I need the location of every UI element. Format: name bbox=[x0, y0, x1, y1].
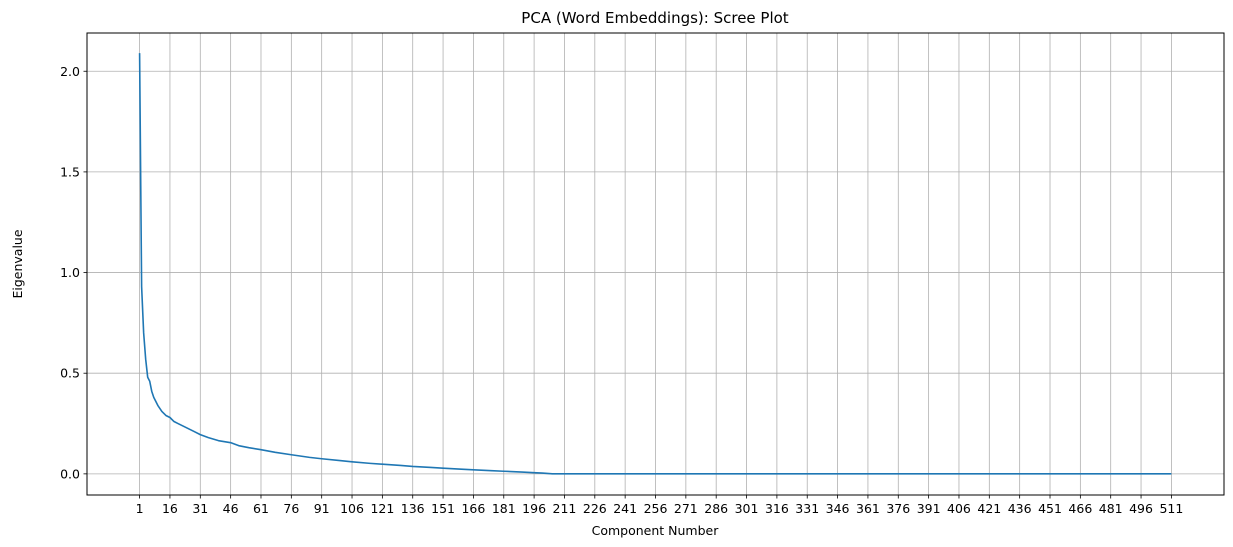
series-layer bbox=[138, 53, 1172, 475]
x-tick-label: 181 bbox=[492, 501, 516, 516]
x-tick-label: 511 bbox=[1159, 501, 1183, 516]
y-axis-ticks: 0.0 0.5 1.0 1.5 2.0 bbox=[60, 64, 87, 481]
x-tick-label: 391 bbox=[917, 501, 941, 516]
x-tick-label: 376 bbox=[886, 501, 910, 516]
x-tick-label: 226 bbox=[583, 501, 607, 516]
x-tick-label: 406 bbox=[947, 501, 971, 516]
x-tick-label: 31 bbox=[192, 501, 208, 516]
x-tick-label: 451 bbox=[1038, 501, 1062, 516]
y-axis-label: Eigenvalue bbox=[10, 229, 25, 298]
x-tick-label: 286 bbox=[704, 501, 728, 516]
x-axis-ticks: 1 16 31 46 61 76 91 106 121 136 151 166 181 196 211 226… bbox=[136, 495, 1183, 516]
x-tick-label: 316 bbox=[765, 501, 789, 516]
x-tick-label: 331 bbox=[795, 501, 819, 516]
x-tick-label: 241 bbox=[613, 501, 637, 516]
x-tick-label: 136 bbox=[401, 501, 425, 516]
x-tick-label: 256 bbox=[644, 501, 668, 516]
x-tick-label: 361 bbox=[856, 501, 880, 516]
y-tick-label: 1.5 bbox=[60, 164, 80, 179]
x-tick-label: 196 bbox=[522, 501, 546, 516]
y-tick-label: 0.5 bbox=[60, 366, 80, 381]
y-tick-label: 1.0 bbox=[60, 265, 80, 280]
x-tick-label: 151 bbox=[431, 501, 455, 516]
x-tick-label: 46 bbox=[223, 501, 239, 516]
x-tick-label: 61 bbox=[253, 501, 269, 516]
x-tick-label: 301 bbox=[735, 501, 759, 516]
x-axis-label: Component Number bbox=[592, 523, 720, 538]
x-tick-label: 121 bbox=[370, 501, 394, 516]
x-tick-label: 346 bbox=[826, 501, 850, 516]
chart-title: PCA (Word Embeddings): Scree Plot bbox=[521, 9, 789, 27]
y-tick-label: 0.0 bbox=[60, 466, 80, 481]
grid-lines bbox=[87, 33, 1224, 495]
x-tick-label: 16 bbox=[162, 501, 178, 516]
x-tick-label: 436 bbox=[1008, 501, 1032, 516]
x-tick-label: 91 bbox=[314, 501, 330, 516]
eigenvalue-series-line bbox=[138, 53, 1172, 475]
x-tick-label: 496 bbox=[1129, 501, 1153, 516]
x-tick-label: 211 bbox=[553, 501, 577, 516]
x-tick-label: 1 bbox=[136, 501, 144, 516]
x-tick-label: 421 bbox=[977, 501, 1001, 516]
x-tick-label: 76 bbox=[283, 501, 299, 516]
x-tick-label: 106 bbox=[340, 501, 364, 516]
y-tick-label: 2.0 bbox=[60, 64, 80, 79]
x-tick-label: 166 bbox=[461, 501, 485, 516]
x-tick-label: 466 bbox=[1068, 501, 1092, 516]
x-tick-label: 481 bbox=[1099, 501, 1123, 516]
x-tick-label: 271 bbox=[674, 501, 698, 516]
